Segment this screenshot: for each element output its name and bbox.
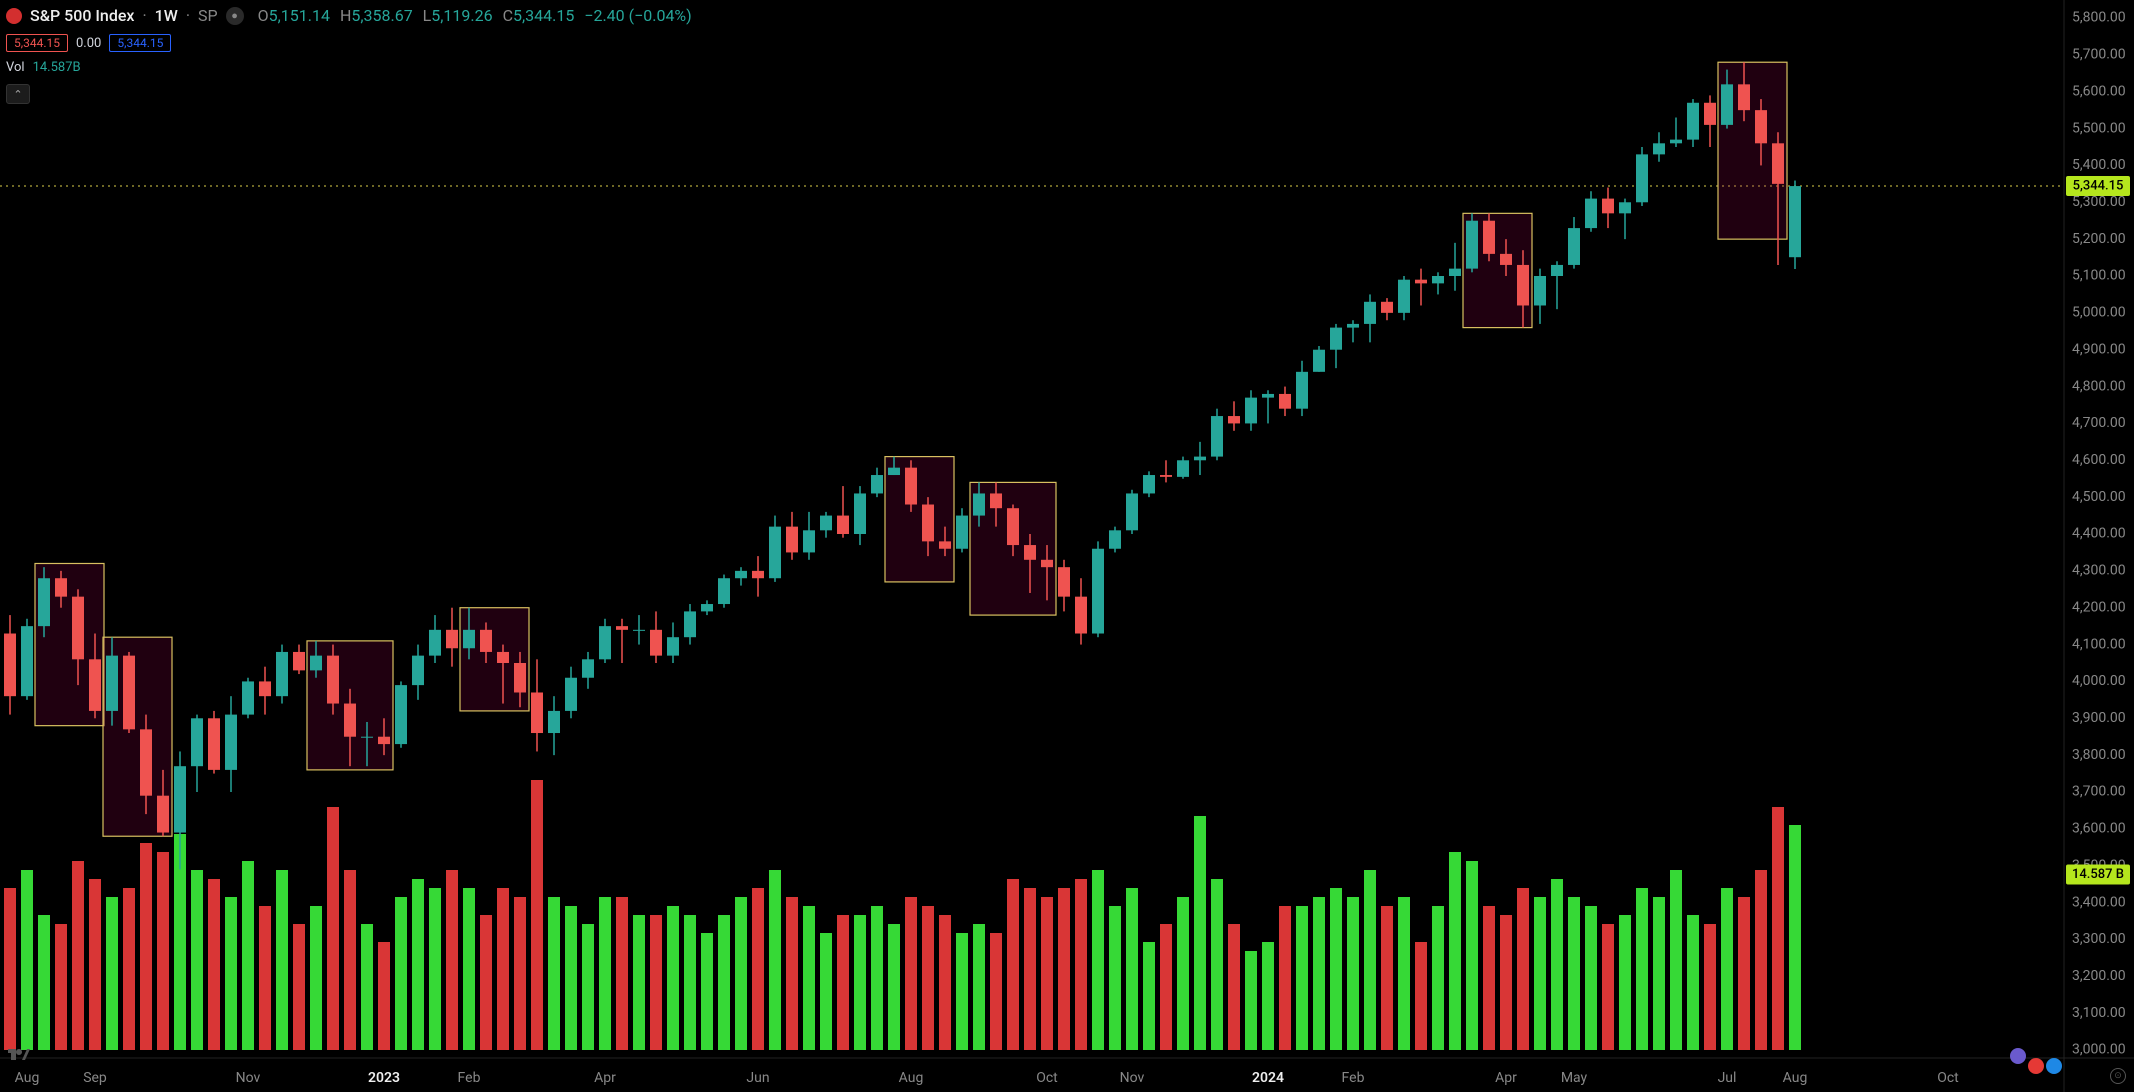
ohlc-close: 5,344.15 (513, 6, 574, 25)
volume-legend: Vol 14.587B (6, 60, 81, 75)
badge-blue-icon (2046, 1058, 2062, 1074)
svg-text:Oct: Oct (1036, 1070, 1058, 1086)
svg-text:4,400.00: 4,400.00 (2072, 526, 2126, 542)
svg-text:5,200.00: 5,200.00 (2072, 231, 2126, 247)
svg-text:Apr: Apr (594, 1070, 616, 1086)
svg-text:Sep: Sep (83, 1070, 107, 1086)
svg-text:4,100.00: 4,100.00 (2072, 636, 2126, 652)
svg-text:3,400.00: 3,400.00 (2072, 894, 2126, 910)
svg-text:14.587 B: 14.587 B (2072, 867, 2124, 882)
svg-text:4,900.00: 4,900.00 (2072, 341, 2126, 357)
badge-red-icon (2028, 1058, 2044, 1074)
ohlc-readout: O5,151.14 H5,358.67 L5,119.26 C5,344.15 … (252, 6, 692, 25)
svg-text:3,200.00: 3,200.00 (2072, 968, 2126, 984)
tradingview-logo-icon (8, 1046, 30, 1064)
timeframe-label[interactable]: 1W (155, 6, 178, 25)
volume-label: Vol (6, 60, 25, 75)
highlight-boxes (35, 62, 1787, 836)
svg-text:Jul: Jul (1718, 1070, 1737, 1086)
svg-text:5,600.00: 5,600.00 (2072, 83, 2126, 99)
corner-badges[interactable] (2010, 1048, 2062, 1064)
svg-text:3,300.00: 3,300.00 (2072, 931, 2126, 947)
svg-text:5,500.00: 5,500.00 (2072, 120, 2126, 136)
svg-text:Aug: Aug (15, 1070, 40, 1086)
svg-text:Jun: Jun (746, 1070, 769, 1086)
svg-text:Aug: Aug (1783, 1070, 1808, 1086)
svg-text:4,600.00: 4,600.00 (2072, 452, 2126, 468)
ohlc-open: 5,151.14 (269, 6, 330, 25)
svg-text:4,200.00: 4,200.00 (2072, 599, 2126, 615)
svg-text:5,000.00: 5,000.00 (2072, 305, 2126, 321)
price-chart[interactable]: 3,000.00 3,100.00 3,200.00 3,300.00 3,400.00… (0, 0, 2134, 1092)
chevron-up-icon: ⌃ (13, 88, 22, 101)
ohlc-low: 5,119.26 (431, 6, 492, 25)
svg-text:3,100.00: 3,100.00 (2072, 1005, 2126, 1021)
svg-text:5,344.15: 5,344.15 (2073, 178, 2124, 193)
svg-text:5,100.00: 5,100.00 (2072, 268, 2126, 284)
chart-legend: S&P 500 Index · 1W · SP ● O5,151.14 H5,3… (6, 6, 692, 25)
ohlc-change-pct: (−0.04%) (629, 6, 692, 25)
symbol-badge-icon (6, 8, 22, 24)
svg-text:5,700.00: 5,700.00 (2072, 47, 2126, 63)
svg-text:3,700.00: 3,700.00 (2072, 784, 2126, 800)
svg-text:3,900.00: 3,900.00 (2072, 710, 2126, 726)
svg-text:Aug: Aug (899, 1070, 924, 1086)
svg-text:Apr: Apr (1495, 1070, 1517, 1086)
svg-text:2024: 2024 (1252, 1070, 1284, 1086)
svg-text:3,800.00: 3,800.00 (2072, 747, 2126, 763)
svg-text:5,400.00: 5,400.00 (2072, 157, 2126, 173)
price-pill-mid: 0.00 (76, 36, 101, 51)
svg-text:4,500.00: 4,500.00 (2072, 489, 2126, 505)
svg-text:5,800.00: 5,800.00 (2072, 10, 2126, 26)
volume-bars (4, 780, 1801, 1050)
svg-text:Oct: Oct (1937, 1070, 1959, 1086)
svg-text:Nov: Nov (1120, 1070, 1145, 1086)
svg-text:4,300.00: 4,300.00 (2072, 563, 2126, 579)
price-pill-row: 5,344.15 0.00 5,344.15 (6, 34, 171, 52)
symbol-title[interactable]: S&P 500 Index (30, 6, 134, 25)
snapshot-target-icon[interactable]: ⊙ (2110, 1068, 2126, 1084)
session-badge-icon[interactable]: ● (226, 7, 244, 25)
svg-text:2023: 2023 (368, 1070, 400, 1086)
svg-text:4,800.00: 4,800.00 (2072, 378, 2126, 394)
price-pill-right: 5,344.15 (109, 34, 171, 52)
collapse-legend-button[interactable]: ⌃ (6, 84, 30, 104)
svg-text:Feb: Feb (1342, 1070, 1365, 1086)
svg-text:4,000.00: 4,000.00 (2072, 673, 2126, 689)
volume-value: 14.587B (33, 60, 81, 75)
badge-purple-icon (2010, 1048, 2026, 1064)
svg-text:3,600.00: 3,600.00 (2072, 821, 2126, 837)
svg-text:5,300.00: 5,300.00 (2072, 194, 2126, 210)
ohlc-high: 5,358.67 (351, 6, 412, 25)
svg-text:Nov: Nov (236, 1070, 261, 1086)
exchange-label: SP (198, 6, 218, 25)
ohlc-change: −2.40 (584, 6, 624, 25)
svg-text:4,700.00: 4,700.00 (2072, 415, 2126, 431)
svg-text:Feb: Feb (458, 1070, 481, 1086)
price-pill-current: 5,344.15 (6, 34, 68, 52)
svg-text:3,000.00: 3,000.00 (2072, 1042, 2126, 1058)
svg-text:May: May (1561, 1070, 1588, 1086)
